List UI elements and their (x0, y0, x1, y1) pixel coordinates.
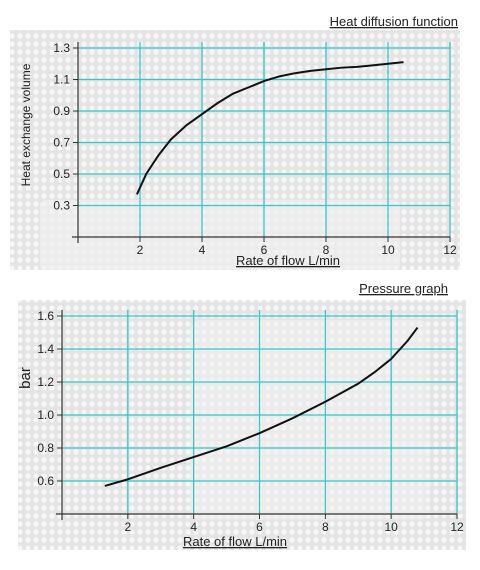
y-tick-label: 1.2 (37, 375, 54, 389)
x-axis-label: Rate of flow L/min (236, 253, 340, 268)
y-axis-label: Heat exchange volume (19, 63, 33, 186)
y-tick-label: 1.4 (37, 342, 54, 356)
y-tick-label: 0.9 (53, 104, 70, 118)
y-tick-label: 1.0 (37, 408, 54, 422)
x-axis-label: Rate of flow L/min (183, 534, 287, 549)
x-tick-label: 4 (199, 243, 206, 257)
x-tick-label: 2 (137, 243, 144, 257)
x-tick-label: 6 (261, 243, 268, 257)
x-tick-label: 2 (124, 520, 131, 534)
y-tick-label: 0.6 (37, 474, 54, 488)
x-tick-label: 6 (256, 520, 263, 534)
y-tick-label: 1.3 (53, 41, 70, 55)
y-axis-label: bar (17, 367, 34, 389)
x-tick-label: 12 (443, 243, 457, 257)
x-tick-label: 8 (323, 243, 330, 257)
chart-title: Pressure graph (359, 281, 448, 296)
panel-decoration (190, 320, 430, 520)
x-tick-label: 10 (381, 243, 395, 257)
y-tick-label: 0.7 (53, 136, 70, 150)
y-tick-label: 0.8 (37, 441, 54, 455)
y-tick-label: 1.1 (53, 73, 70, 87)
x-tick-label: 10 (384, 520, 398, 534)
x-tick-label: 8 (322, 520, 329, 534)
y-tick-label: 1.6 (37, 309, 54, 323)
x-tick-label: 12 (450, 520, 464, 534)
panel-decoration (40, 200, 400, 270)
y-tick-label: 0.5 (53, 167, 70, 181)
chart-title: Heat diffusion function (330, 14, 458, 29)
x-tick-label: 4 (190, 520, 197, 534)
data-line (135, 61, 404, 195)
y-tick-label: 0.3 (53, 199, 70, 213)
data-line (104, 326, 419, 487)
